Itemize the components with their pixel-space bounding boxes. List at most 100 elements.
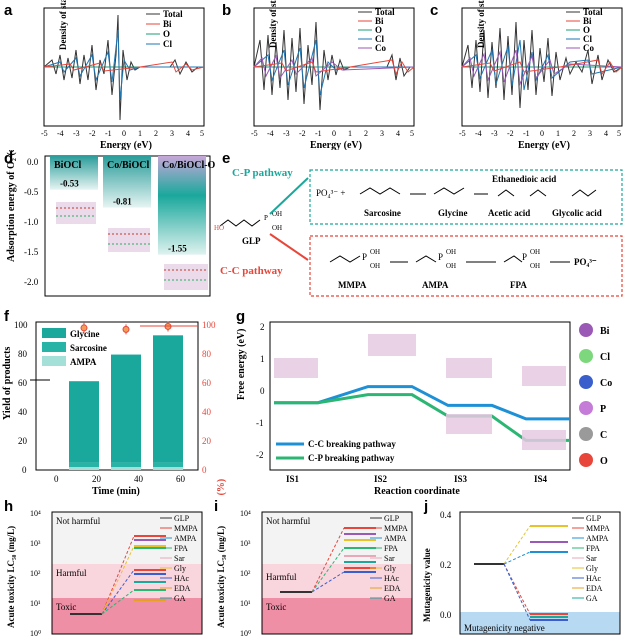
svg-text:OH: OH <box>370 248 380 256</box>
d-bar-name: Co/BiOCl-Oᵥ <box>162 160 215 171</box>
svg-text:OH: OH <box>446 248 456 256</box>
g-yticks: 2 1 0 -1 -2 <box>256 322 265 460</box>
g-xticks: IS1 IS2 IS3 IS4 <box>286 474 548 484</box>
dos-b-co <box>253 54 415 80</box>
f-bars <box>69 335 183 470</box>
energy-panel-g: C-C breaking pathway C-P breaking pathwa… <box>236 321 612 497</box>
xtick: 20 <box>92 474 102 484</box>
svg-text:OH: OH <box>530 262 540 270</box>
xtick: -1 <box>523 129 530 138</box>
xtick: -2 <box>89 129 96 138</box>
legend-hac: HAc <box>174 574 190 583</box>
panel-label-j: j <box>424 498 429 515</box>
g-ylabel: Free energy (eV) <box>236 329 247 400</box>
f-xlabel: Time (min) <box>92 486 140 497</box>
xtick: -4 <box>267 129 274 138</box>
ytick: -1 <box>256 418 264 428</box>
svg-text:P: P <box>522 252 527 262</box>
f-bar-segment <box>111 354 141 463</box>
h-zone-toxic <box>52 598 202 634</box>
xtick: -4 <box>57 129 64 138</box>
f-yticks-right: 0 20 40 60 80 100 <box>202 320 216 475</box>
atom-co: Co <box>600 378 612 389</box>
panel-label-h: h <box>4 498 14 515</box>
h-zone2: Harmful <box>56 568 87 578</box>
xtick: 2 <box>364 129 368 138</box>
svg-text:OH: OH <box>272 224 282 232</box>
atom-bi-icon <box>579 323 593 337</box>
ytick: 0.4 <box>440 510 452 520</box>
legend-cp: C-P breaking pathway <box>308 453 395 463</box>
xtick: 1 <box>138 129 142 138</box>
xtick: IS2 <box>374 474 388 484</box>
legend-hac: HAc <box>586 574 602 583</box>
f-yticks-left: 0 20 40 60 80 100 <box>14 320 28 475</box>
xtick: -1 <box>315 129 322 138</box>
legend-o: O <box>163 29 170 39</box>
d-slab-2 <box>108 228 150 252</box>
xtick: -5 <box>459 129 466 138</box>
dos-c-cl <box>461 39 623 91</box>
legend-o: O <box>375 25 382 35</box>
svg-text:10¹: 10¹ <box>240 599 251 608</box>
legend-bi: Bi <box>583 16 592 26</box>
xtick: IS1 <box>286 474 300 484</box>
d-bar <box>50 156 98 190</box>
ytick: 0.0 <box>440 610 452 620</box>
xtick: 0 <box>54 474 59 484</box>
ytick: 0 <box>22 465 27 475</box>
atom-p: P <box>600 404 606 415</box>
f-bar-segment <box>153 335 183 463</box>
h-frame <box>51 511 203 635</box>
h-legend: GLP MMPA AMPA FPA Sar Gly HAc EDA GA <box>160 514 198 603</box>
dos-c-ylabel: Density of states <box>476 0 486 48</box>
legend-ga: GA <box>384 594 396 603</box>
j-yticks: 0.4 0.2 0.0 <box>440 510 452 620</box>
legend-o: O <box>583 25 590 35</box>
xtick: 1 <box>348 129 352 138</box>
atom-legend: Bi Cl Co P C O <box>579 323 612 467</box>
legend-cc: C-C breaking pathway <box>308 439 396 449</box>
svg-text:OH: OH <box>272 210 282 218</box>
mmpa-label: MMPA <box>338 280 367 290</box>
svg-text:OH: OH <box>370 262 380 270</box>
ytick: 1 <box>260 354 265 364</box>
f-bar-segment <box>153 462 183 468</box>
f-legend: Glycine Sarcosine AMPA <box>42 328 107 367</box>
panel-label-e: e <box>222 150 231 167</box>
d-bar-value: -0.81 <box>113 197 132 207</box>
svg-text:10³: 10³ <box>240 539 251 548</box>
legend-fpa: FPA <box>586 544 600 553</box>
f-bar-segment <box>111 462 141 468</box>
i-legend: GLP MMPA AMPA FPA Sar Gly HAc EDA GA <box>370 514 408 603</box>
xtick: 5 <box>410 129 414 138</box>
cp-box <box>309 169 623 225</box>
h-ylabel: Acute toxicity LC₅₀ (mg/L) <box>6 526 16 628</box>
f-sel-point <box>122 325 130 333</box>
h-yticks: 10⁴ 10³ 10² 10¹ 10⁰ <box>30 509 41 638</box>
xtick: -2 <box>507 129 514 138</box>
ytick: 80 <box>18 349 28 359</box>
legend-gly: Gly <box>586 564 598 573</box>
f-bar-segment <box>153 467 183 470</box>
i-zone-notharmful <box>262 512 412 564</box>
ytick: 80 <box>202 349 212 359</box>
arrow-cc <box>269 233 309 261</box>
legend-glp: GLP <box>586 514 602 523</box>
glp-molecule: HO P OH OH GLP <box>214 210 282 246</box>
toxicity-panel-h: Not harmful Harmful Toxic GLP MMPA AMPA … <box>6 509 203 638</box>
sarcosine-label: Sarcosine <box>364 208 401 218</box>
legend-mmpa: MMPA <box>384 524 408 533</box>
ytick: 2 <box>260 322 265 332</box>
xtick: -4 <box>475 129 482 138</box>
fpa-label: FPA <box>510 280 527 290</box>
svg-text:10³: 10³ <box>30 539 41 548</box>
d-yticks: 0.0 -0.5 -1.0 -1.5 -2.0 <box>24 157 39 287</box>
f-bar-segment <box>69 462 99 468</box>
svg-text:P: P <box>264 214 268 222</box>
ytick: -1.0 <box>24 217 39 227</box>
f-bar-segment <box>111 467 141 470</box>
xtick: -3 <box>283 129 290 138</box>
dos-a-bi <box>43 61 205 73</box>
d-slab-1 <box>56 202 96 224</box>
